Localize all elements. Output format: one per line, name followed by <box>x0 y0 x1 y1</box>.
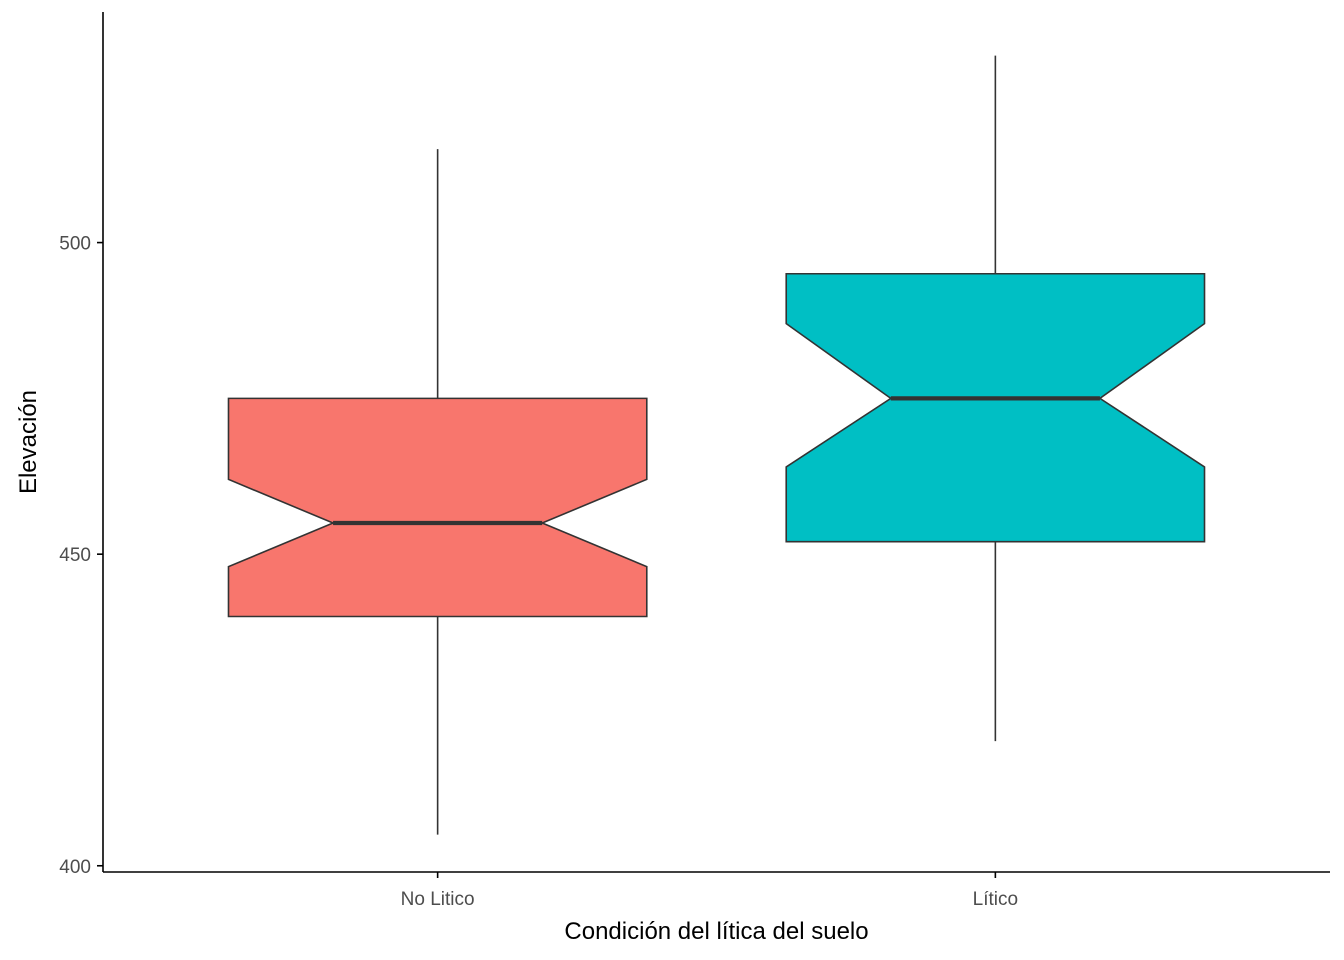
y-tick-label: 500 <box>59 234 91 255</box>
box-1 <box>227 149 648 835</box>
axes <box>102 12 1330 873</box>
y-axis-ticks: 400 450 500 <box>59 234 103 878</box>
y-tick-label: 450 <box>59 545 91 566</box>
box-1-body <box>227 397 648 618</box>
x-axis-ticks: No Litico Lítico <box>401 872 1018 910</box>
y-tick-label: 400 <box>59 857 91 878</box>
x-tick-label: Lítico <box>973 889 1018 910</box>
box-2 <box>785 55 1206 742</box>
y-axis-title: Elevación <box>15 390 42 494</box>
x-axis-title: Condición del lítica del suelo <box>564 918 868 945</box>
x-tick-label: No Litico <box>401 889 475 910</box>
box-2-body <box>785 272 1206 543</box>
plot-area <box>227 55 1206 835</box>
